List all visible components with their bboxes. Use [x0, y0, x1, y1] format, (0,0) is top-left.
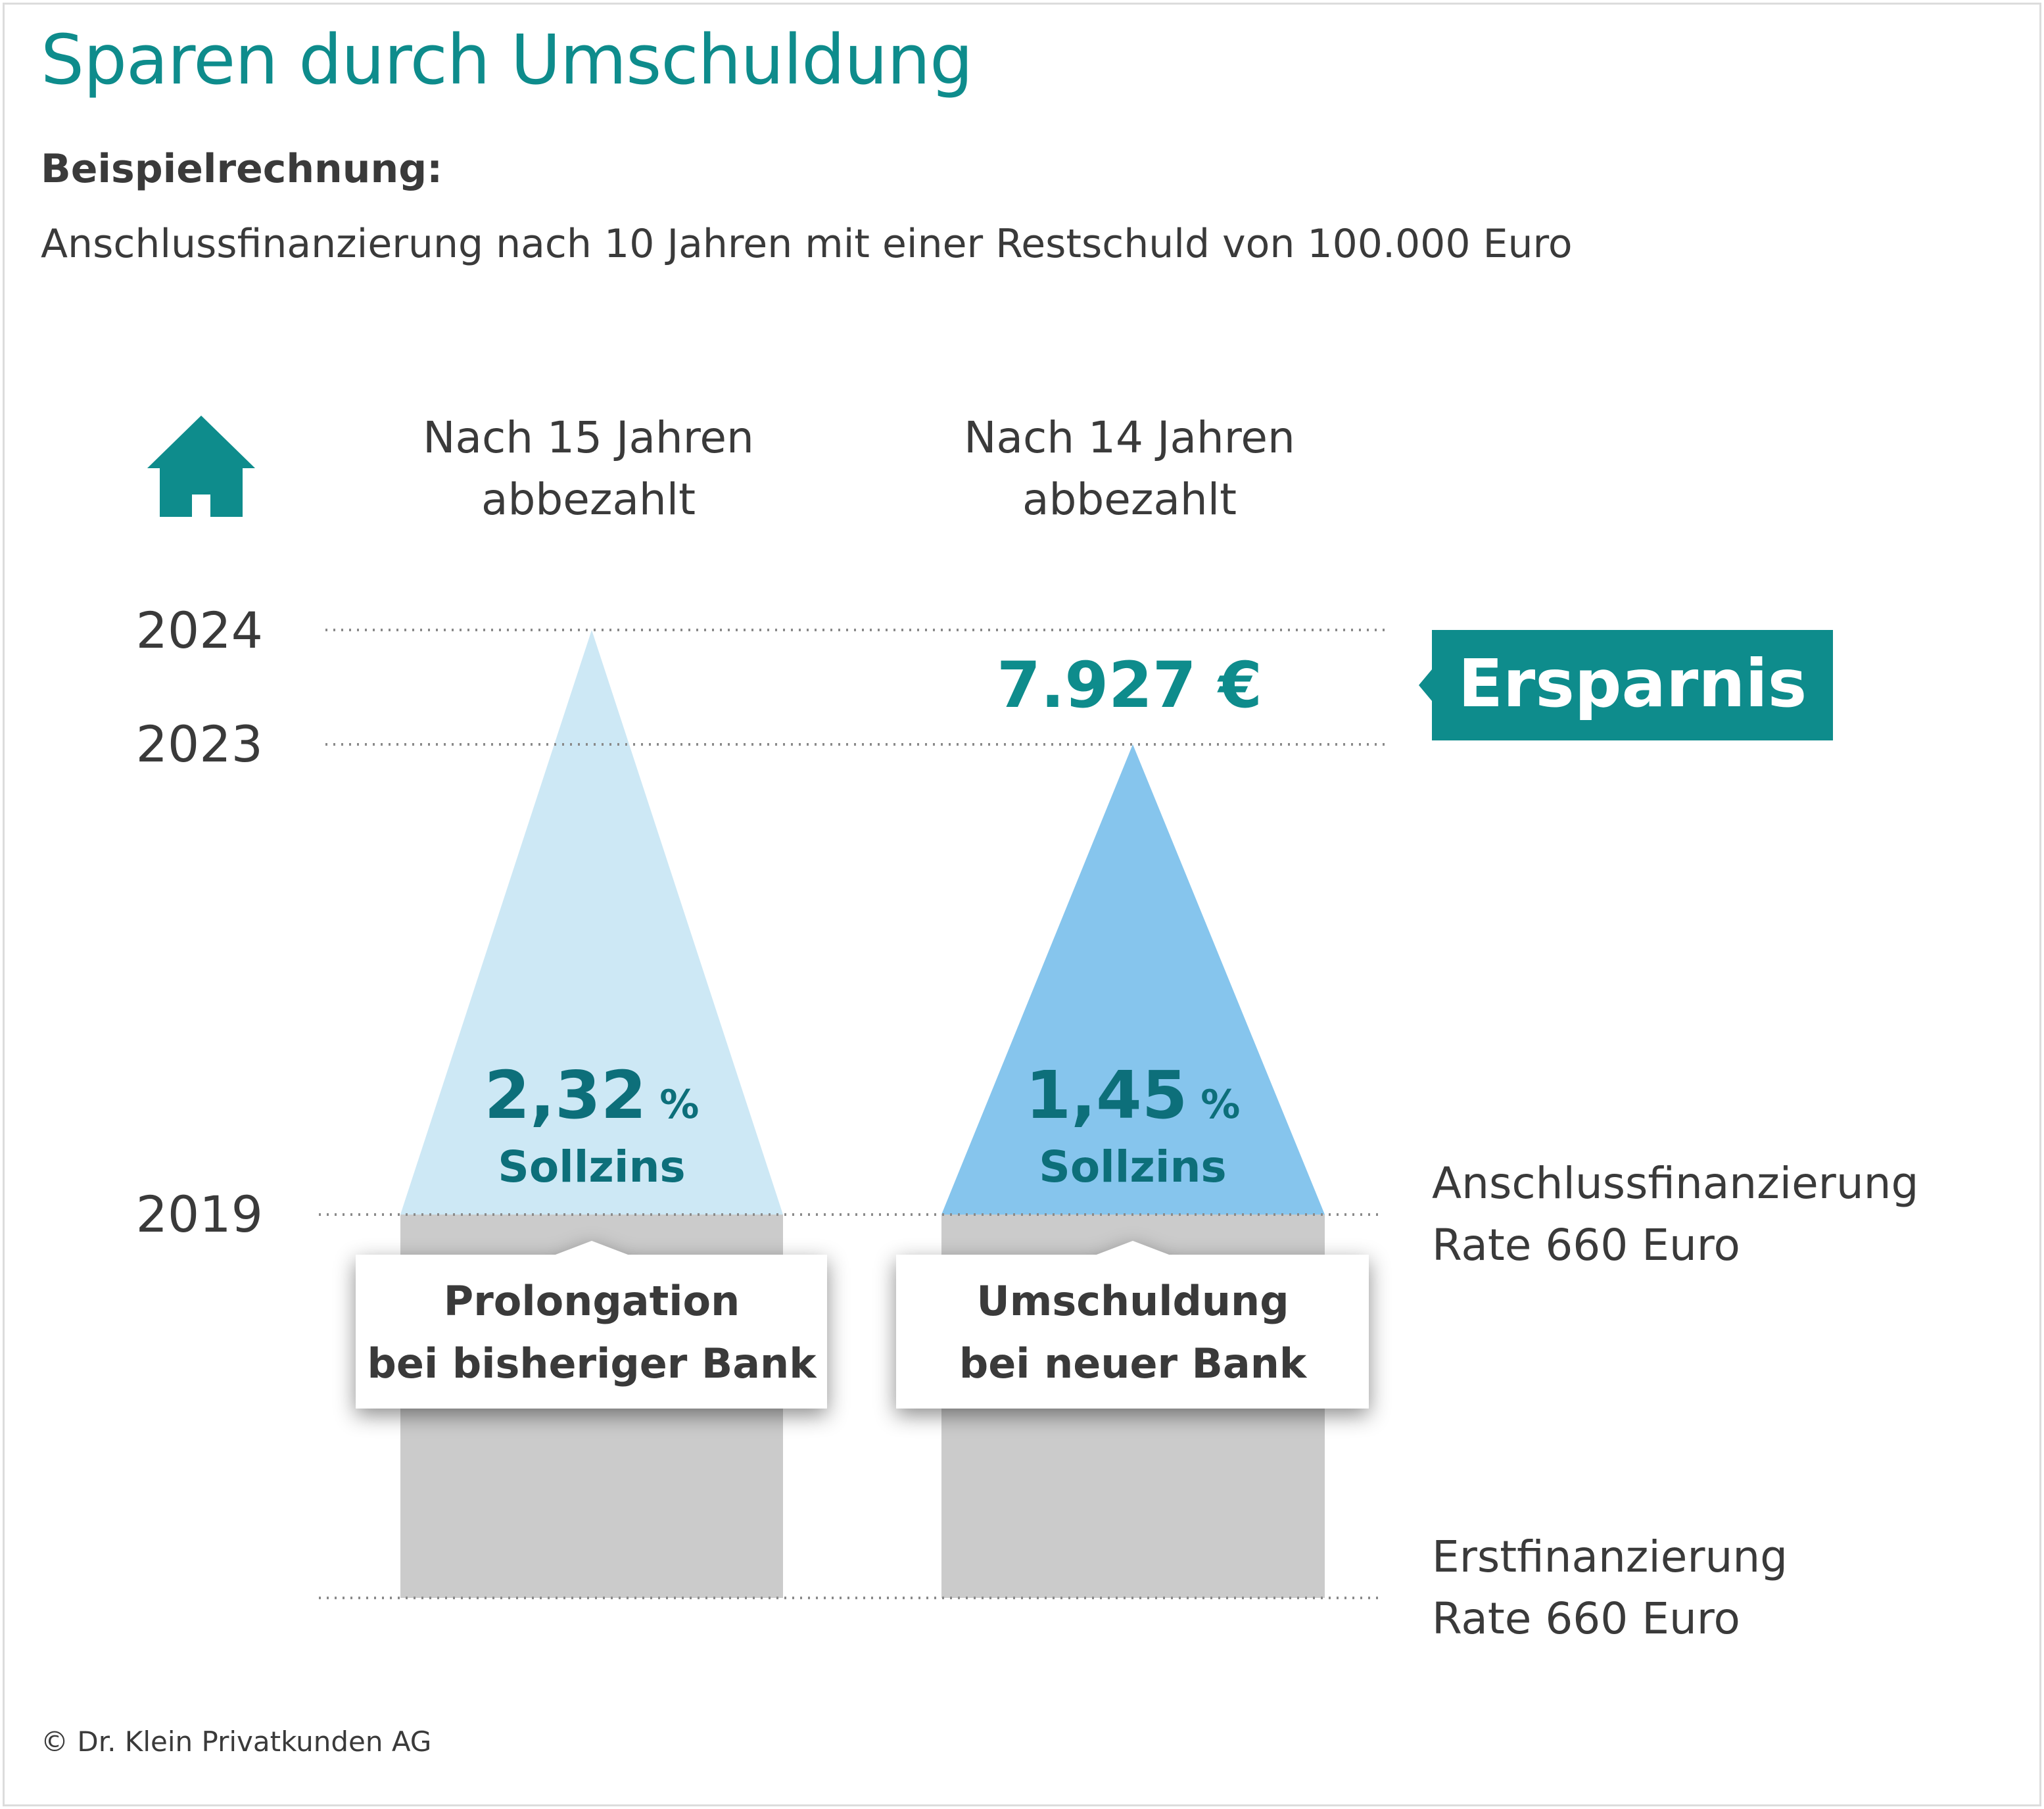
- interest-rate-1-value: 2,32: [485, 1057, 647, 1134]
- house-icon: [147, 416, 255, 517]
- phase-label-refinancing-line-2: Rate 660 Euro: [1432, 1220, 1740, 1270]
- y-tick-label-2024: 2024: [136, 601, 263, 660]
- column-heading-1-line-1: Nach 15 Jahren: [423, 412, 754, 463]
- interest-rate-1-unit: %: [659, 1082, 699, 1128]
- y-tick-label-2019: 2019: [136, 1185, 263, 1243]
- interest-rate-1-label: Sollzins: [498, 1142, 685, 1192]
- page-description: Anschlussfinanzierung nach 10 Jahren mit…: [41, 221, 1573, 267]
- callout-2-line-2: bei neuer Bank: [959, 1339, 1308, 1387]
- interest-rate-2-unit: %: [1200, 1082, 1240, 1128]
- interest-triangle-1: [400, 630, 783, 1215]
- copyright-footer: © Dr. Klein Privatkunden AG: [41, 1725, 432, 1758]
- interest-rate-2-value: 1,45: [1026, 1057, 1188, 1134]
- savings-badge: Ersparnis: [1419, 630, 1833, 740]
- interest-triangle-2: [941, 744, 1325, 1215]
- phase-label-first-financing-line-2: Rate 660 Euro: [1432, 1593, 1740, 1644]
- page-title: Sparen durch Umschuldung: [41, 20, 973, 100]
- column-heading-2-line-2: abbezahlt: [1022, 474, 1237, 525]
- interest-rate-2: 1,45%: [1026, 1057, 1241, 1134]
- savings-badge-label: Ersparnis: [1458, 645, 1807, 722]
- column-heading-2-line-1: Nach 14 Jahren: [964, 412, 1295, 463]
- frame-border: [3, 3, 2041, 1806]
- interest-rate-1: 2,32%: [485, 1057, 700, 1134]
- page-subtitle: Beispielrechnung:: [41, 146, 443, 192]
- callout-umschuldung: Umschuldung bei neuer Bank: [896, 1241, 1369, 1409]
- callout-prolongation: Prolongation bei bisheriger Bank: [356, 1241, 827, 1409]
- interest-rate-2-label: Sollzins: [1039, 1142, 1226, 1192]
- phase-label-refinancing-line-1: Anschlussfinanzierung: [1432, 1158, 1918, 1209]
- y-tick-label-2023: 2023: [136, 715, 263, 773]
- callout-2-line-1: Umschuldung: [976, 1277, 1289, 1325]
- phase-label-first-financing-line-1: Erstfinanzierung: [1432, 1532, 1788, 1582]
- column-heading-1-line-2: abbezahlt: [481, 474, 696, 525]
- callout-1-line-2: bei bisheriger Bank: [368, 1339, 818, 1387]
- savings-value: 7.927 €: [997, 648, 1262, 722]
- callout-1-line-1: Prolongation: [444, 1277, 740, 1325]
